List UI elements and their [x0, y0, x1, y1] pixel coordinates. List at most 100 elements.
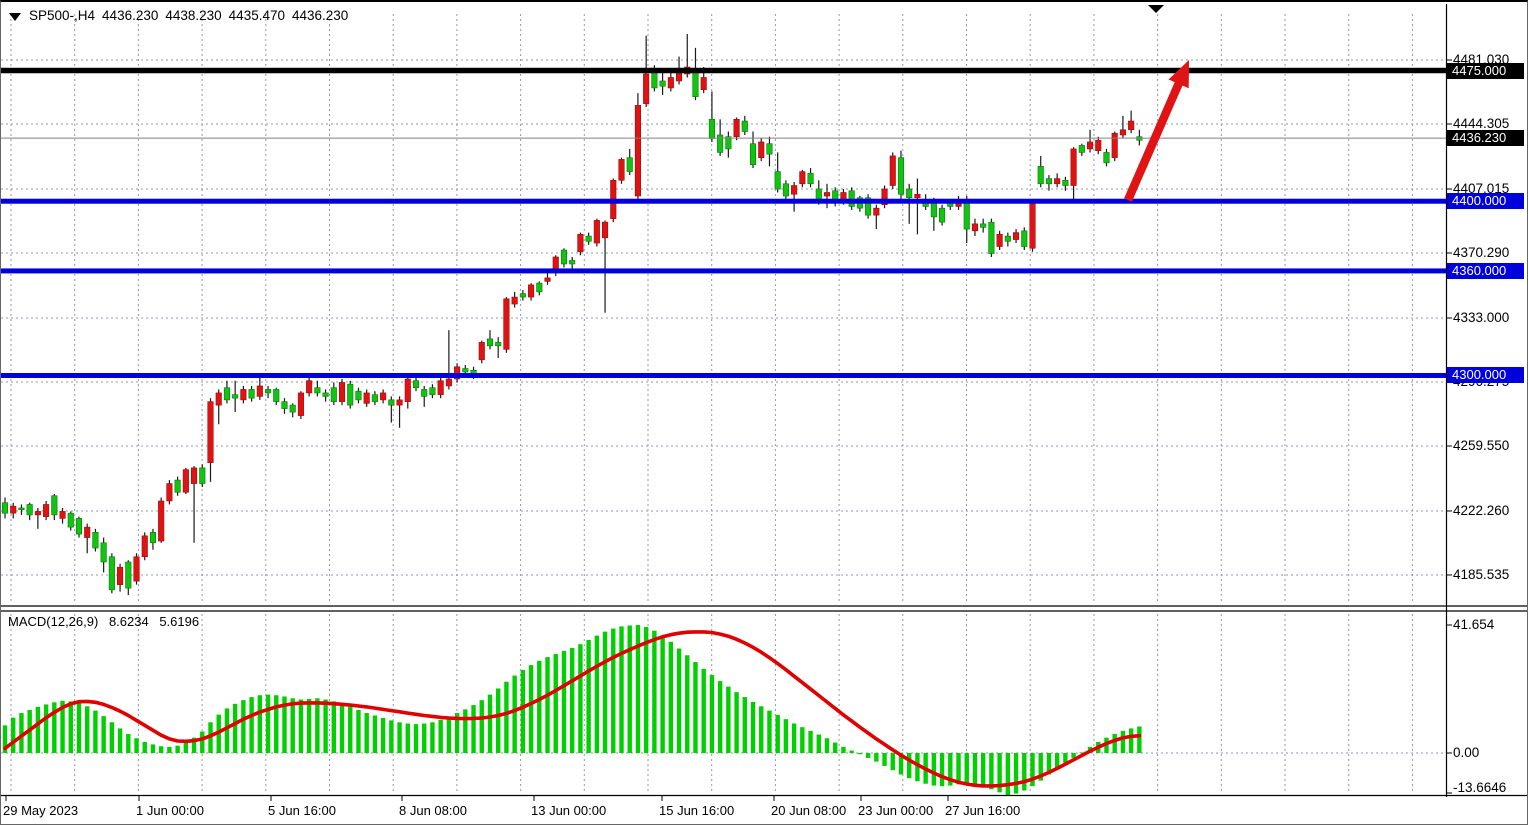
- price-tick-4407.015: 4407.015: [1453, 180, 1510, 196]
- candle-body-up: [577, 234, 584, 253]
- candle-body-down: [1103, 152, 1110, 164]
- macd-histogram-bar: [907, 753, 912, 779]
- macd-histogram-bar: [331, 701, 336, 753]
- macd-histogram-bar: [76, 703, 82, 753]
- candle-body-down: [232, 394, 239, 399]
- scroll-to-end-icon[interactable]: [1148, 5, 1164, 13]
- macd-histogram-bar: [397, 722, 402, 753]
- candle-body-down: [289, 404, 296, 413]
- macd-histogram-bar: [824, 738, 830, 753]
- macd-name: MACD(12,26,9): [8, 614, 99, 629]
- macd-histogram-bar: [619, 626, 624, 753]
- macd-histogram-bar: [158, 746, 164, 753]
- trend-arrow-shaft[interactable]: [1124, 76, 1185, 202]
- date-label: 13 Jun 00:00: [531, 803, 607, 818]
- macd-histogram-bar: [528, 665, 534, 753]
- macd-histogram-bar: [290, 698, 295, 753]
- macd-histogram-bar: [200, 731, 205, 753]
- candle-body-down: [1004, 235, 1011, 242]
- candle-body-down: [371, 394, 378, 402]
- candle-body-up: [404, 378, 411, 402]
- candle-body-up: [873, 207, 880, 216]
- macd-histogram-bar: [364, 713, 369, 753]
- macd-tick-0.00: 0.00: [1453, 745, 1480, 760]
- candle-body-down: [1021, 230, 1028, 247]
- candle-body-down: [1037, 166, 1044, 185]
- candle-body-up: [182, 469, 189, 493]
- horizontal-level-line-4360[interactable]: [1, 268, 1446, 274]
- macd-histogram-bar: [1054, 753, 1060, 769]
- candle-body-up: [643, 73, 650, 104]
- macd-histogram-bar: [989, 753, 994, 790]
- macd-histogram-bar: [315, 698, 320, 753]
- candle-body-down: [626, 157, 633, 172]
- macd-histogram-bar: [1112, 733, 1117, 753]
- candle-body-up: [799, 171, 806, 185]
- horizontal-level-line-4475[interactable]: [1, 67, 1446, 74]
- candle-body-down: [560, 249, 568, 265]
- macd-histogram-bar: [890, 753, 895, 771]
- horizontal-level-line-4300[interactable]: [1, 372, 1446, 378]
- candle-body-up: [215, 392, 222, 406]
- macd-signal-value: 5.6196: [159, 614, 200, 629]
- trend-arrow-head[interactable]: [1168, 60, 1189, 89]
- date-label: 15 Jun 16:00: [659, 803, 735, 818]
- macd-histogram-bar: [175, 745, 180, 753]
- macd-histogram-bar: [668, 641, 674, 753]
- macd-histogram-bar: [101, 716, 106, 753]
- candle-body-down: [248, 389, 255, 399]
- macd-histogram-bar: [1005, 753, 1011, 795]
- macd-histogram-bar: [734, 692, 739, 753]
- macd-histogram-bar: [109, 722, 115, 753]
- macd-histogram-bar: [496, 688, 501, 753]
- macd-histogram-bar: [964, 753, 969, 784]
- macd-histogram-bar: [898, 753, 904, 775]
- macd-histogram-bar: [783, 719, 789, 753]
- macd-histogram-bar: [1038, 753, 1043, 781]
- macd-histogram-bar: [454, 713, 460, 753]
- candle-body-up: [758, 141, 765, 158]
- macd-histogram-bar: [85, 706, 90, 753]
- candle-body-up: [59, 511, 66, 519]
- candle-body-down: [67, 512, 74, 528]
- macd-histogram-bar: [150, 744, 156, 753]
- macd-histogram-bar: [134, 738, 139, 753]
- candle-body-down: [939, 207, 946, 223]
- macd-histogram-bar: [241, 700, 246, 753]
- candle-body-down: [1045, 178, 1052, 185]
- candle-body-down: [1062, 180, 1069, 186]
- candle-body-up: [240, 389, 247, 401]
- candle-body-down: [100, 542, 107, 563]
- macd-histogram-bar: [643, 627, 649, 753]
- candle-body-up: [166, 483, 173, 502]
- ohlc-open: 4436.230: [102, 8, 159, 23]
- macd-histogram-bar: [265, 694, 271, 753]
- macd-histogram-bar: [882, 753, 887, 766]
- candle-body-up: [1128, 120, 1135, 131]
- macd-histogram-bar: [931, 753, 937, 786]
- macd-histogram-bar: [93, 710, 98, 753]
- candle-body-up: [10, 505, 17, 514]
- candle-body-down: [848, 190, 855, 207]
- macd-indicator-label: MACD(12,26,9) 8.6234 5.6196: [8, 614, 206, 629]
- macd-histogram-bar: [60, 700, 65, 753]
- macd-histogram-bar: [232, 703, 238, 753]
- macd-histogram-bar: [249, 697, 254, 753]
- price-badge-4400.000: 4400.000: [1447, 193, 1524, 210]
- candle-body-up: [1013, 232, 1020, 240]
- candle-body-up: [1111, 132, 1118, 158]
- candle-body-down: [717, 134, 724, 153]
- symbol-dropdown-icon[interactable]: [9, 12, 21, 21]
- candle-body-down: [108, 556, 115, 591]
- macd-histogram-bar: [52, 702, 57, 753]
- horizontal-level-line-4400[interactable]: [1, 198, 1446, 204]
- macd-histogram-bar: [939, 753, 945, 787]
- macd-histogram-bar: [586, 639, 591, 753]
- macd-histogram-bar: [569, 647, 575, 753]
- macd-histogram-bar: [446, 716, 452, 753]
- macd-histogram-bar: [841, 746, 846, 753]
- candle-body-up: [1119, 129, 1126, 136]
- candle-body-down: [708, 119, 715, 139]
- macd-histogram-bar: [545, 657, 550, 753]
